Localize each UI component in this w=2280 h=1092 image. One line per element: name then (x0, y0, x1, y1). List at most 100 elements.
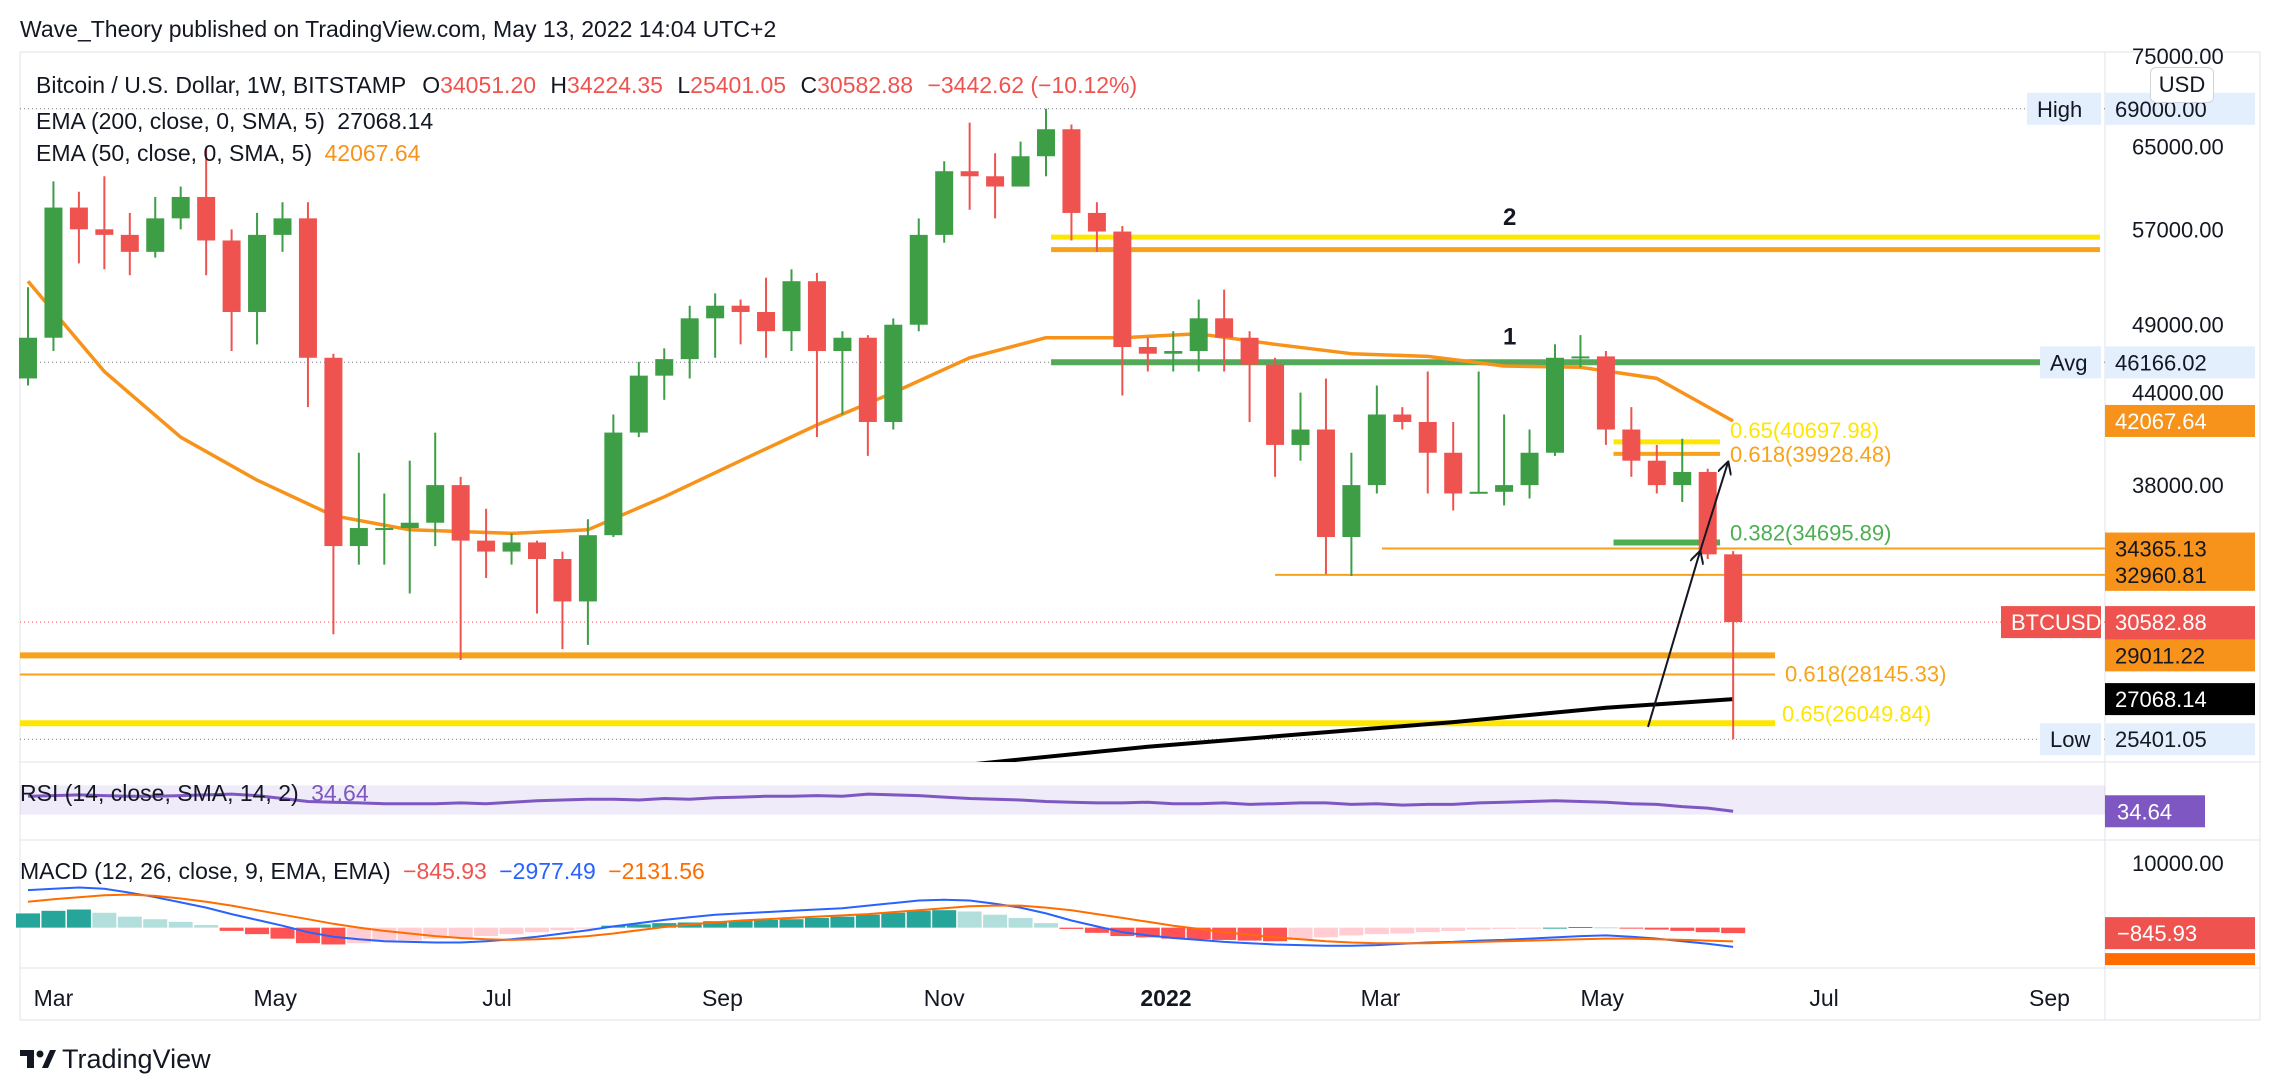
macd-histogram-bar[interactable] (626, 924, 651, 928)
candle[interactable] (1418, 371, 1437, 494)
candle[interactable] (782, 269, 801, 352)
candle[interactable] (120, 212, 139, 276)
candle[interactable] (1546, 344, 1564, 456)
price-label[interactable]: 27068.14 (2105, 683, 2255, 716)
macd-histogram-bar[interactable] (1034, 923, 1058, 928)
candle[interactable] (960, 122, 979, 210)
macd-histogram-bar[interactable] (881, 912, 906, 928)
macd-legend[interactable]: MACD (12, 26, close, 9, EMA, EMA) −845.9… (20, 860, 705, 883)
candle[interactable] (95, 176, 114, 270)
candle[interactable] (298, 202, 317, 408)
macd-histogram-bar[interactable] (652, 923, 677, 928)
macd-histogram-bar[interactable] (906, 910, 931, 928)
macd-histogram-bar[interactable] (1543, 927, 1567, 929)
candle[interactable] (1266, 357, 1285, 477)
macd-histogram-bar[interactable] (575, 927, 600, 929)
macd-histogram-bar[interactable] (1517, 927, 1542, 929)
symbol-legend[interactable]: Bitcoin / U.S. Dollar, 1W, BITSTAMP O340… (36, 74, 1137, 97)
candle[interactable] (1673, 438, 1692, 502)
ema200-polyline[interactable] (28, 697, 1734, 939)
macd-histogram-bar[interactable] (1390, 927, 1415, 934)
price-label[interactable]: 46166.02 Avg (2040, 346, 2255, 379)
candle[interactable] (197, 148, 216, 276)
candle[interactable] (375, 493, 394, 565)
candle[interactable] (706, 293, 725, 358)
macd-histogram-bar[interactable] (1695, 927, 1720, 933)
candle[interactable] (1342, 452, 1361, 577)
candle[interactable] (1011, 141, 1030, 187)
candle[interactable] (1393, 407, 1412, 430)
candle[interactable] (935, 161, 954, 243)
macd-histogram-bar[interactable] (1059, 927, 1084, 929)
candle[interactable] (324, 353, 343, 635)
candle[interactable] (1444, 421, 1463, 511)
macd-histogram-bar[interactable] (1135, 927, 1160, 938)
macd-histogram-bar[interactable] (1161, 927, 1186, 939)
symbol-name[interactable]: Bitcoin / U.S. Dollar, 1W, BITSTAMP (36, 72, 406, 98)
macd-histogram-bar[interactable] (270, 927, 295, 939)
candle[interactable] (1698, 468, 1717, 559)
macd-histogram-bar[interactable] (66, 909, 91, 928)
candle[interactable] (146, 196, 165, 258)
currency-button[interactable]: USD (2150, 67, 2214, 103)
candle[interactable] (909, 218, 928, 332)
price-label[interactable]: 25401.05 Low (2040, 723, 2255, 756)
macd-histogram-bar[interactable] (1644, 927, 1669, 930)
candle[interactable] (1596, 351, 1615, 445)
candle[interactable] (426, 432, 445, 547)
macd-pane[interactable]: 10000.00 −845.93 (16, 851, 2255, 966)
macd-histogram-bar[interactable] (1084, 927, 1109, 933)
candle[interactable] (477, 508, 496, 578)
macd-histogram-bar[interactable] (1263, 927, 1288, 942)
ema50-polyline[interactable] (26, 280, 1734, 536)
candle[interactable] (1062, 124, 1081, 241)
candle[interactable] (1240, 331, 1259, 422)
candle[interactable] (986, 153, 1005, 219)
candle[interactable] (680, 305, 699, 379)
macd-histogram-bar[interactable] (143, 919, 168, 928)
candle[interactable] (19, 287, 37, 386)
ema200-legend[interactable]: EMA (200, close, 0, SMA, 5) 27068.14 (36, 110, 433, 133)
macd-histogram-bar[interactable] (1670, 927, 1695, 931)
candle[interactable] (884, 318, 903, 430)
candle[interactable] (1647, 444, 1666, 494)
macd-histogram-bar[interactable] (1466, 927, 1491, 930)
candle[interactable] (273, 202, 292, 252)
macd-histogram-bar[interactable] (16, 913, 40, 928)
time-axis[interactable]: Mar May Jul Sep Nov 2022 Mar May Jul Sep (34, 985, 2070, 1011)
rsi-pane[interactable]: 34.64 (20, 785, 2205, 828)
candle[interactable] (44, 181, 63, 352)
macd-histogram-bar[interactable] (1415, 927, 1440, 933)
candle[interactable] (629, 361, 648, 438)
ema200-line[interactable] (28, 697, 1734, 939)
macd-histogram-bar[interactable] (1441, 927, 1466, 931)
candle[interactable] (69, 191, 88, 264)
macd-histogram-bar[interactable] (423, 927, 448, 939)
candle[interactable] (1215, 289, 1234, 372)
candle[interactable] (858, 335, 877, 456)
candle[interactable] (578, 519, 597, 645)
candle[interactable] (1495, 414, 1514, 506)
candle[interactable] (248, 212, 267, 345)
macd-histogram-bar[interactable] (92, 912, 117, 928)
candle[interactable] (1037, 108, 1055, 177)
candle[interactable] (1520, 429, 1539, 499)
macd-histogram-bar[interactable] (550, 927, 575, 931)
macd-histogram-bar[interactable] (804, 917, 829, 928)
rsi-legend[interactable]: RSI (14, close, SMA, 14, 2) 34.64 (20, 782, 369, 805)
macd-histogram-bar[interactable] (41, 910, 66, 928)
macd-histogram-bar[interactable] (1593, 927, 1618, 929)
macd-histogram-bar[interactable] (728, 920, 753, 928)
candle[interactable] (400, 460, 419, 594)
candle[interactable] (1571, 335, 1590, 368)
candle[interactable] (1189, 299, 1208, 372)
price-label[interactable]: 32960.81 (2105, 558, 2255, 591)
candle[interactable] (1087, 202, 1106, 252)
price-label[interactable]: 42067.64 (2105, 404, 2255, 437)
candle[interactable] (1316, 378, 1335, 575)
candle[interactable] (528, 540, 546, 614)
macd-histogram-bar[interactable] (1313, 927, 1338, 938)
macd-histogram-bar[interactable] (245, 927, 270, 935)
candle[interactable] (1469, 371, 1488, 494)
